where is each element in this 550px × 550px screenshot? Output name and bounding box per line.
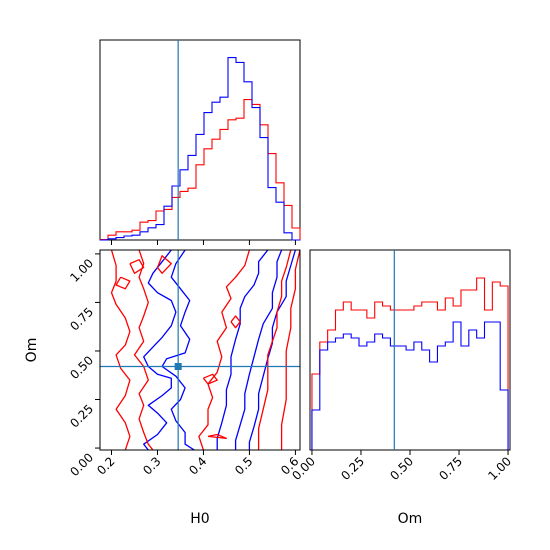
joint-contour-red (156, 255, 172, 274)
marginal-om-tick-label: 0.25 (338, 454, 367, 483)
joint-contour-red (115, 276, 131, 290)
marginal-om-x-axis-title: Om (398, 511, 423, 527)
joint-contour-red (110, 250, 131, 450)
joint-frame (99, 249, 301, 451)
joint-y-tick-label: 0.50 (67, 353, 96, 382)
marginal-om-histograms (311, 277, 509, 450)
joint-contour-blue (143, 250, 177, 450)
marginal-h0-histogram-blue (100, 57, 300, 241)
joint-y-tick-label: 0.25 (67, 402, 96, 431)
joint-h0-om-panel: 0.2 0.3 0.4 0.5 0.6 0.000.250.500.751.00 H0 … (24, 249, 302, 527)
joint-x-ticks: 0.2 0.3 0.4 0.5 0.6 (94, 450, 302, 478)
joint-contour-blue (161, 250, 195, 450)
joint-contour-red (257, 250, 292, 450)
marginal-om-x-ticks: 0.00 0.25 0.50 0.75 1.00 (289, 450, 514, 483)
joint-contour-red (133, 250, 154, 450)
joint-y-ticks: 0.00 0.25 0.50 0.75 1.00 (67, 253, 100, 479)
marginal-om-panel: 0.00 0.25 0.50 0.75 1.00 Om (289, 249, 514, 527)
joint-x-tick-label: 0.4 (186, 454, 209, 477)
joint-y-tick-label: 0.00 (67, 450, 96, 479)
joint-contours (110, 250, 300, 450)
joint-contour-red (230, 315, 241, 329)
joint-contour-red (280, 250, 300, 450)
joint-y-tick-label: 1.00 (67, 256, 96, 285)
joint-y-tick-label: 0.75 (67, 305, 96, 334)
marginal-h0-histogram-red (99, 99, 301, 241)
joint-x-tick-label: 0.5 (232, 454, 255, 477)
joint-y-axis-title: Om (24, 338, 40, 363)
marginal-om-histogram-blue (311, 321, 509, 450)
joint-contour-blue (234, 250, 283, 450)
marginal-h0-frame (99, 39, 301, 241)
marginal-h0-histograms (99, 57, 301, 241)
marginal-om-tick-label: 0.75 (436, 454, 465, 483)
joint-contour-red (129, 259, 145, 274)
joint-contour-red (202, 373, 218, 385)
joint-x-axis-title: H0 (190, 511, 209, 527)
joint-contour-red (198, 250, 251, 450)
marginal-h0-ticks (110, 240, 296, 245)
joint-contour-blue (248, 250, 297, 450)
joint-truth-marker (174, 363, 182, 371)
joint-x-tick-label: 0.3 (140, 454, 163, 477)
joint-contour-red (207, 433, 228, 439)
marginal-h0-panel (99, 39, 301, 245)
joint-x-tick-label: 0.2 (94, 454, 117, 477)
marginal-om-tick-label: 0.50 (387, 454, 416, 483)
marginal-om-histogram-red (311, 277, 509, 450)
joint-contour-blue (216, 250, 269, 450)
marginal-om-tick-label: 1.00 (485, 454, 514, 483)
